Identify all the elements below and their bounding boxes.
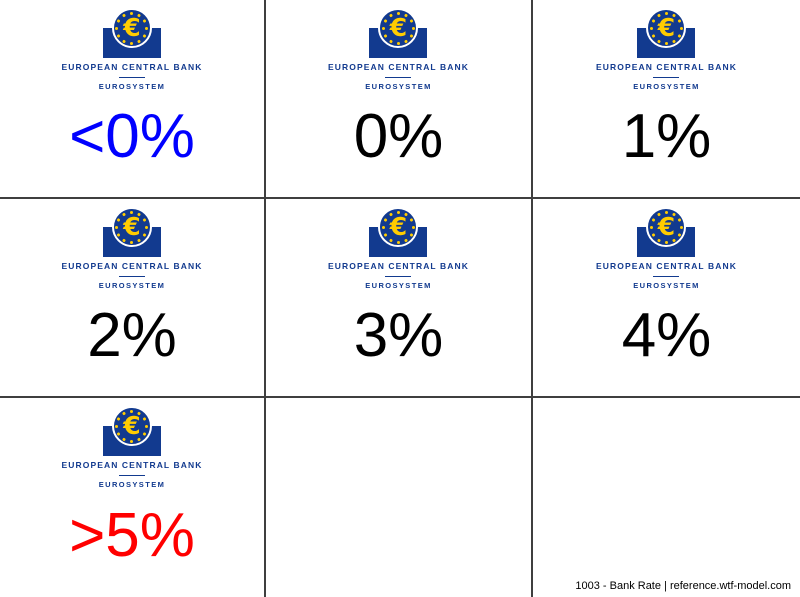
eurosystem-label: EUROSYSTEM	[98, 82, 166, 91]
rate-cell: € EUROPEAN CENTRAL BANK EUROSYSTEM 2%	[0, 199, 266, 398]
eurosystem-label: EUROSYSTEM	[98, 480, 166, 489]
ecb-wordmark: EUROPEAN CENTRAL BANK	[327, 62, 469, 72]
euro-circle: €	[111, 8, 152, 48]
logo-divider	[653, 77, 680, 78]
euro-symbol-icon: €	[389, 13, 408, 42]
ecb-logo: € EUROPEAN CENTRAL BANK EUROSYSTEM	[61, 207, 202, 290]
ecb-logo-graphic: €	[102, 207, 161, 257]
logo-base	[637, 38, 696, 58]
logo-left-pillar	[637, 227, 652, 237]
rate-cell: € EUROPEAN CENTRAL BANK EUROSYSTEM 1%	[533, 0, 800, 199]
rate-cell: € EUROPEAN CENTRAL BANK EUROSYSTEM >5%	[0, 398, 266, 597]
euro-stars-icon	[380, 209, 416, 245]
logo-divider	[653, 276, 680, 277]
euro-circle: €	[378, 8, 419, 48]
ecb-logo-graphic: €	[102, 8, 161, 58]
logo-base	[102, 436, 161, 456]
logo-divider	[385, 77, 412, 78]
logo-base	[369, 237, 428, 257]
ecb-logo: € EUROPEAN CENTRAL BANK EUROSYSTEM	[61, 8, 202, 91]
euro-stars-icon	[380, 10, 416, 46]
euro-stars-icon	[114, 10, 150, 46]
rate-value: 1%	[621, 102, 712, 171]
ecb-logo: € EUROPEAN CENTRAL BANK EUROSYSTEM	[596, 8, 737, 91]
ecb-logo-graphic: €	[637, 207, 696, 257]
euro-circle: €	[111, 406, 152, 446]
euro-stars-icon	[648, 209, 684, 245]
ecb-logo: € EUROPEAN CENTRAL BANK EUROSYSTEM	[61, 406, 202, 489]
logo-divider	[385, 276, 412, 277]
rate-value: 0%	[353, 102, 444, 171]
rate-value: 4%	[621, 301, 712, 370]
logo-base	[369, 38, 428, 58]
eurosystem-label: EUROSYSTEM	[365, 281, 432, 290]
euro-circle: €	[111, 207, 152, 247]
ecb-logo-graphic: €	[102, 406, 161, 456]
logo-base	[637, 237, 696, 257]
euro-stars-icon	[114, 209, 150, 245]
logo-left-pillar	[102, 28, 117, 38]
logo-divider	[118, 77, 145, 78]
rate-value: 3%	[353, 301, 444, 370]
rate-value: >5%	[69, 501, 195, 570]
logo-left-pillar	[102, 227, 117, 237]
footer-caption: 1003 - Bank Rate | reference.wtf-model.c…	[575, 580, 791, 592]
euro-symbol-icon: €	[657, 13, 676, 42]
rate-cell	[533, 398, 800, 597]
rate-cell	[266, 398, 533, 597]
ecb-logo-graphic: €	[637, 8, 696, 58]
logo-divider	[118, 276, 145, 277]
logo-base	[102, 38, 161, 58]
rate-value: <0%	[69, 102, 195, 171]
ecb-wordmark: EUROPEAN CENTRAL BANK	[595, 62, 737, 72]
eurosystem-label: EUROSYSTEM	[365, 82, 432, 91]
euro-symbol-icon: €	[123, 13, 141, 42]
logo-left-pillar	[369, 227, 384, 237]
euro-symbol-icon: €	[389, 212, 408, 241]
logo-right-pillar	[413, 28, 428, 38]
logo-right-pillar	[413, 227, 428, 237]
rate-cell: € EUROPEAN CENTRAL BANK EUROSYSTEM 4%	[533, 199, 800, 398]
eurosystem-label: EUROSYSTEM	[633, 281, 700, 290]
ecb-wordmark: EUROPEAN CENTRAL BANK	[595, 261, 737, 271]
logo-divider	[118, 475, 145, 476]
ecb-wordmark: EUROPEAN CENTRAL BANK	[61, 460, 203, 470]
logo-right-pillar	[681, 28, 696, 38]
ecb-logo: € EUROPEAN CENTRAL BANK EUROSYSTEM	[328, 207, 469, 290]
euro-circle: €	[378, 207, 419, 247]
logo-base	[102, 237, 161, 257]
rate-cell: € EUROPEAN CENTRAL BANK EUROSYSTEM 0%	[266, 0, 533, 199]
ecb-wordmark: EUROPEAN CENTRAL BANK	[61, 62, 203, 72]
logo-right-pillar	[146, 426, 161, 436]
logo-left-pillar	[637, 28, 652, 38]
eurosystem-label: EUROSYSTEM	[98, 281, 166, 290]
euro-stars-icon	[114, 408, 150, 444]
euro-symbol-icon: €	[657, 212, 676, 241]
ecb-logo: € EUROPEAN CENTRAL BANK EUROSYSTEM	[596, 207, 737, 290]
euro-stars-icon	[648, 10, 684, 46]
euro-circle: €	[646, 8, 687, 48]
ecb-wordmark: EUROPEAN CENTRAL BANK	[61, 261, 203, 271]
ecb-logo-graphic: €	[369, 207, 428, 257]
logo-right-pillar	[146, 227, 161, 237]
logo-left-pillar	[102, 426, 117, 436]
euro-symbol-icon: €	[123, 212, 141, 241]
logo-left-pillar	[369, 28, 384, 38]
rate-cell: € EUROPEAN CENTRAL BANK EUROSYSTEM <0%	[0, 0, 266, 199]
rate-cell: € EUROPEAN CENTRAL BANK EUROSYSTEM 3%	[266, 199, 533, 398]
ecb-logo-graphic: €	[369, 8, 428, 58]
ecb-wordmark: EUROPEAN CENTRAL BANK	[327, 261, 469, 271]
euro-circle: €	[646, 207, 687, 247]
eurosystem-label: EUROSYSTEM	[633, 82, 700, 91]
euro-symbol-icon: €	[123, 411, 141, 440]
logo-right-pillar	[681, 227, 696, 237]
logo-right-pillar	[146, 28, 161, 38]
rate-value: 2%	[87, 301, 177, 370]
ecb-logo: € EUROPEAN CENTRAL BANK EUROSYSTEM	[328, 8, 469, 91]
